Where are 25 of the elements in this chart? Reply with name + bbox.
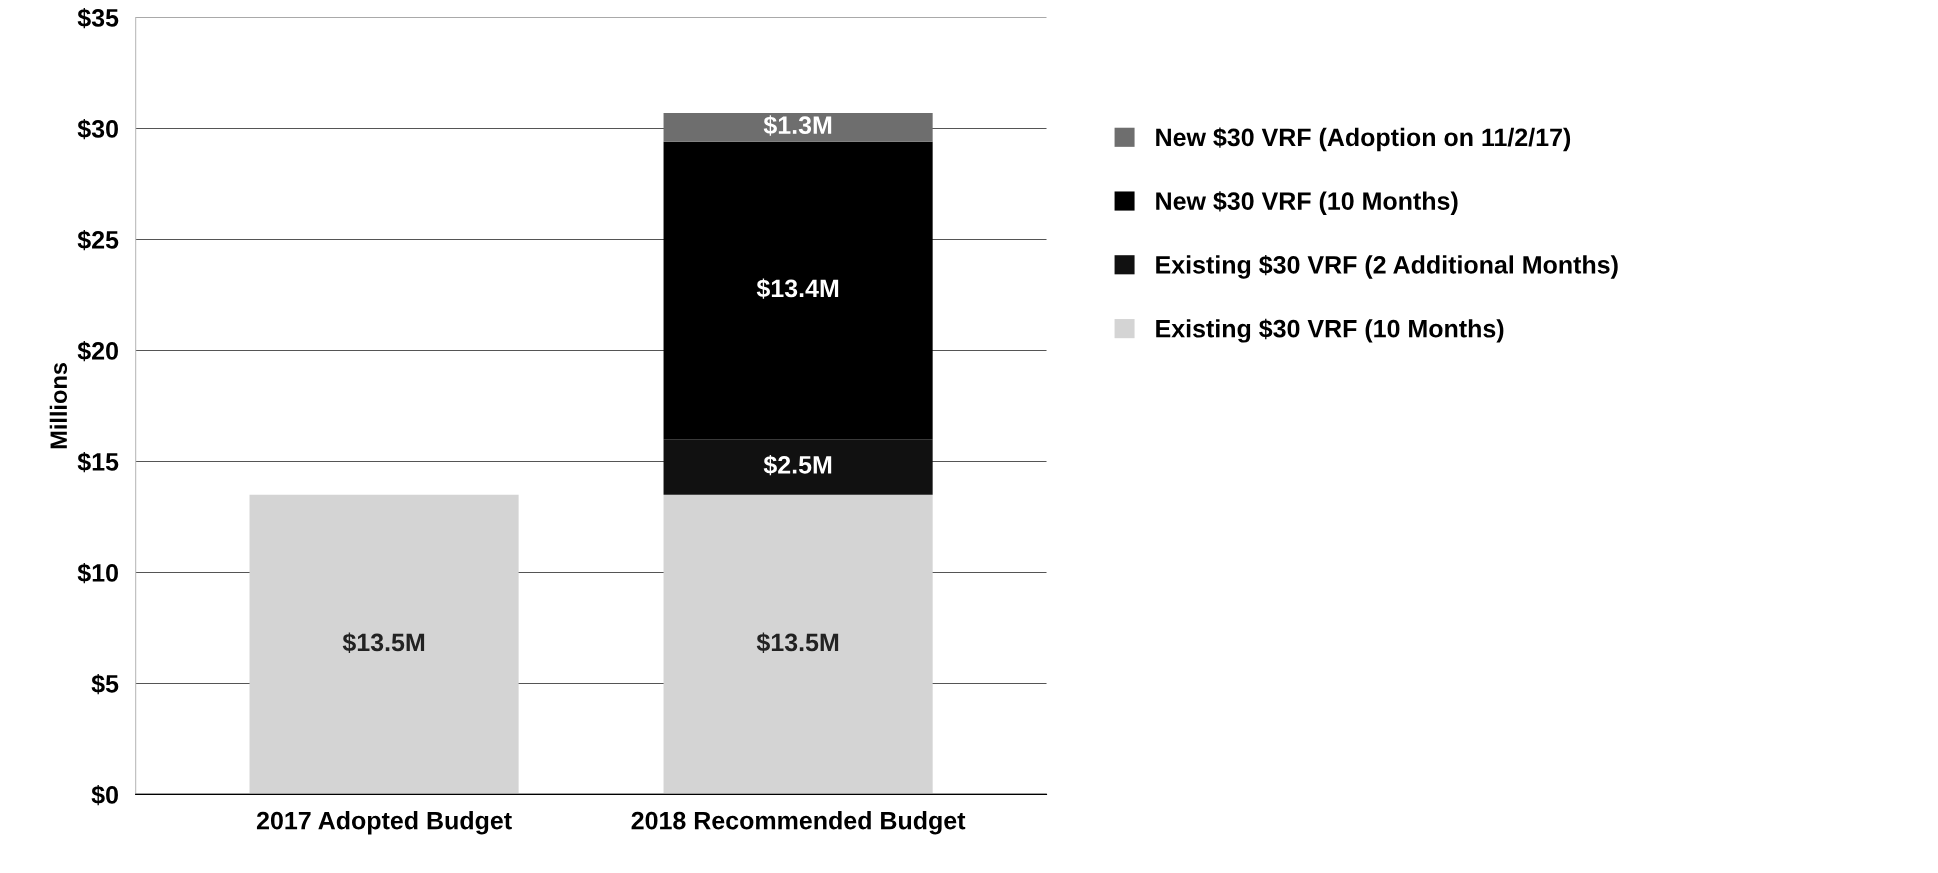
y-tick-label: $0	[91, 784, 118, 806]
y-tick-label: $5	[91, 673, 119, 695]
data-label: $2.5M	[763, 454, 832, 476]
y-tick-label: $35	[77, 7, 119, 29]
y-axis-title: Millions	[49, 362, 68, 449]
data-label: $1.3M	[763, 115, 832, 136]
y-tick-label: $25	[77, 229, 119, 251]
legend-label: New $30 VRF (Adoption on 11/2/17)	[1156, 127, 1571, 152]
y-tick-label: $10	[77, 562, 118, 584]
data-label: $13.4M	[756, 278, 839, 299]
legend-label: Existing $30 VRF (10 Months)	[1156, 318, 1504, 343]
data-label: $13.5M	[342, 632, 425, 653]
legend-label: Existing $30 VRF (2 Additional Months)	[1156, 254, 1618, 279]
data-label: $13.5M	[756, 632, 839, 653]
y-tick-label: $15	[77, 451, 119, 473]
bar	[249, 494, 519, 795]
x-tick-label: 2017 Adopted Budget	[256, 811, 512, 835]
bar	[663, 439, 933, 495]
legend-label: New $30 VRF (10 Months)	[1156, 191, 1458, 215]
y-tick-label: $30	[77, 118, 118, 140]
bar	[663, 112, 933, 142]
bar	[663, 141, 933, 440]
x-tick-label: 2018 Recommended Budget	[631, 811, 966, 835]
bar	[663, 494, 933, 795]
y-tick-label: $20	[77, 340, 118, 362]
